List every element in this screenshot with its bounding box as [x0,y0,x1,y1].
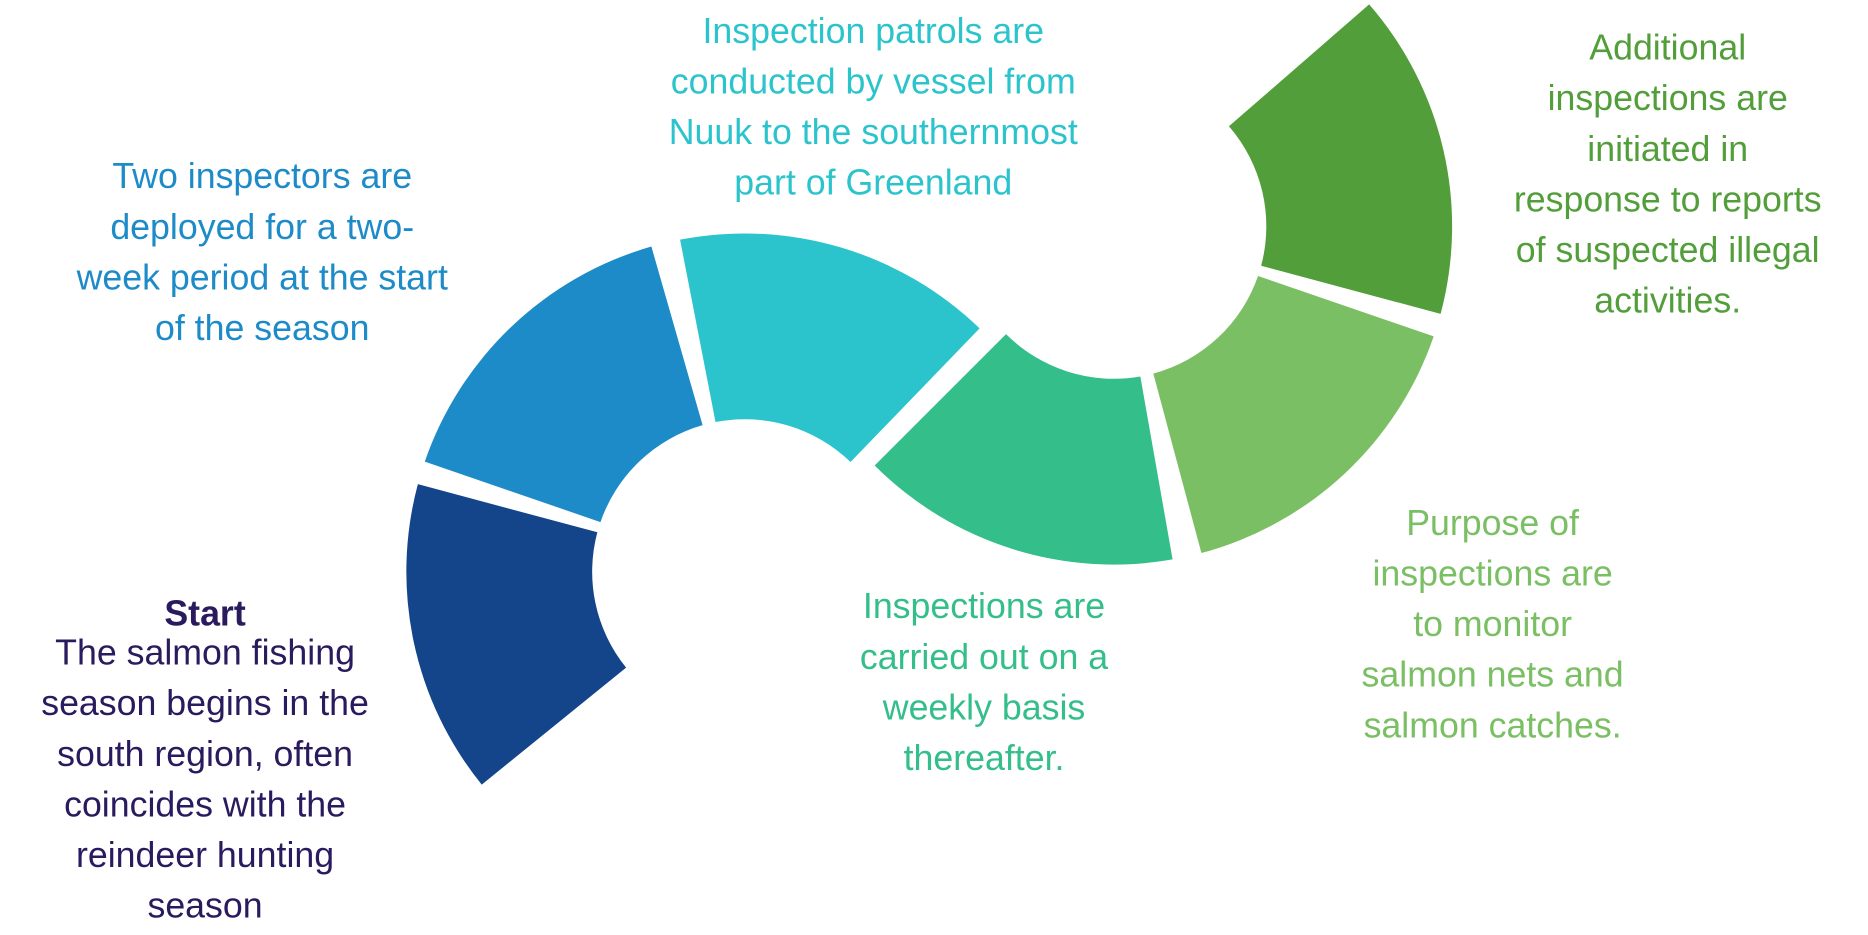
segment [1228,4,1453,314]
step-text: initiated in [1587,129,1748,169]
step-text: The salmon fishing [55,633,355,673]
step-text: part of Greenland [734,163,1012,203]
step-text: conducted by vessel from [671,62,1076,102]
segment [406,484,627,785]
step-text: salmon nets and [1362,655,1624,695]
step-text: Inspection patrols are [702,11,1044,51]
segment [874,334,1173,565]
step-text: south region, often [57,734,353,774]
step-text: salmon catches. [1364,705,1622,745]
step-text: Nuuk to the southernmost [669,112,1078,152]
step-text: of suspected illegal [1516,230,1820,270]
step-text: weekly basis [882,687,1086,727]
step-text: Additional [1589,28,1746,68]
step-text: to monitor [1413,604,1572,644]
step-text: Two inspectors are [112,156,412,196]
step-text: season begins in the [41,683,369,723]
step-text: coincides with the [64,784,346,824]
step-text: activities. [1594,281,1741,321]
step-text: Inspections are [863,586,1105,626]
step-text: reindeer hunting [76,835,334,875]
segment [680,233,980,463]
step-text: response to reports [1514,179,1822,219]
step-text: Purpose of [1406,503,1579,543]
segment [1153,275,1434,554]
step-text: week period at the start [76,257,448,297]
segment [424,246,703,523]
step-text: of the season [155,308,369,348]
step-text: inspections are [1372,553,1612,593]
step-text: thereafter. [904,738,1065,778]
step-heading: Start [164,593,245,633]
step-text: carried out on a [860,637,1108,677]
step-text: season [147,886,262,926]
step-text: deployed for a two- [110,207,414,247]
step-text: inspections are [1548,78,1788,118]
